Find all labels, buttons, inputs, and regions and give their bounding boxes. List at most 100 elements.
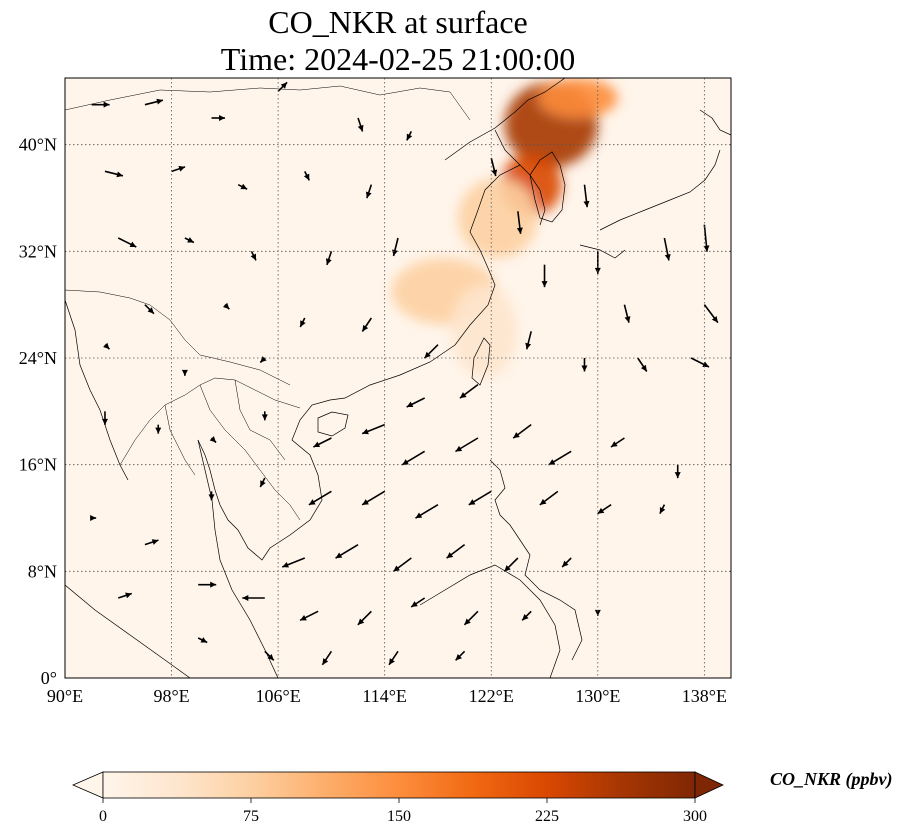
wind-arrow (490, 157, 498, 177)
wind-arrow (674, 464, 681, 479)
korea-peninsula (529, 151, 566, 223)
wind-arrow (392, 557, 412, 573)
wind-arrow (242, 595, 265, 601)
longitude-tick-label: 138°E (682, 686, 727, 706)
co-concentration-layer (391, 78, 618, 379)
bay-of-bengal-coast (65, 299, 129, 481)
country-borders (65, 85, 471, 521)
malay-peninsula-sumatra (65, 439, 279, 678)
wind-arrow (335, 543, 359, 559)
wind-arrow (539, 490, 559, 506)
wind-arrow (516, 211, 523, 234)
wind-arrow (198, 581, 217, 588)
wind-arrow (144, 98, 164, 106)
colorbar-extend-low (71, 771, 104, 799)
wind-arrow (357, 117, 364, 132)
colorbar-bar (102, 771, 696, 799)
wind-arrow (237, 183, 248, 190)
wind-arrow (659, 504, 666, 515)
wind-arrow (541, 264, 548, 288)
colorbar-tick-label: 300 (683, 808, 707, 825)
wind-arrow (690, 357, 710, 368)
wind-arrow (155, 424, 162, 434)
wind-arrow (361, 423, 385, 435)
wind-arrow (299, 317, 306, 328)
longitude-tick-label: 98°E (153, 686, 189, 706)
wind-arrow (365, 184, 373, 199)
colorbar-extend-high (694, 771, 724, 799)
latitude-tick-label: 8°N (28, 561, 57, 581)
map-frame (64, 77, 732, 679)
wind-arrow (313, 437, 332, 448)
country-border-layer (65, 85, 471, 521)
longitude-tick-label: 114°E (362, 686, 407, 706)
wind-arrow (261, 411, 268, 421)
latitude-tick-label: 32°N (19, 241, 57, 261)
wind-arrow (468, 490, 492, 506)
northeast-plume (537, 78, 618, 118)
colorbar-tick-label: 75 (243, 808, 259, 825)
colorbar-title: CO_NKR (ppbv) (770, 769, 893, 789)
wind-arrow (308, 490, 332, 506)
latitude-tick-label: 0° (41, 668, 57, 688)
wind-arrow (361, 317, 373, 332)
wind-arrow (171, 165, 186, 173)
wind-arrow (101, 411, 108, 425)
colorbar-ticks: 0 75 150 225 300 (99, 798, 707, 825)
wind-arrow (118, 592, 133, 599)
wind-arrow (583, 184, 590, 208)
wind-arrow (211, 115, 226, 121)
wind-arrow (455, 437, 479, 453)
wind-arrow (423, 344, 439, 359)
wind-arrow (181, 369, 188, 376)
wind-arrow (597, 504, 612, 515)
wind-arrow (303, 170, 310, 181)
wind-arrow (581, 358, 588, 372)
wind-arrow (277, 81, 288, 92)
wind-arrow (561, 557, 572, 568)
latitude-tick-label: 24°N (19, 348, 57, 368)
wind-arrow (144, 304, 155, 315)
longitude-tick-label: 122°E (469, 686, 514, 706)
wind-arrow (525, 331, 532, 350)
longitude-tick-label: 90°E (47, 686, 83, 706)
wind-arrow (406, 397, 425, 408)
wind-arrow (446, 544, 466, 559)
wind-arrow (264, 650, 275, 661)
wind-arrow (208, 491, 215, 501)
longitude-tick-label: 130°E (575, 686, 620, 706)
wind-arrow (357, 610, 372, 626)
wind-arrow (325, 251, 333, 266)
wind-arrow (281, 557, 306, 568)
plot-title-line-2: Time: 2024-02-25 21:00:00 (220, 41, 576, 77)
wind-arrow (321, 650, 333, 666)
wind-arrow (401, 450, 426, 466)
wind-arrow (184, 237, 195, 244)
borneo-coast (419, 564, 561, 678)
hainan-island (317, 411, 349, 437)
wind-arrow (91, 101, 110, 108)
wind-arrow (388, 650, 399, 666)
wind-arrow (103, 342, 111, 350)
wind-arrow (455, 650, 466, 661)
latitude-tick-label: 16°N (19, 455, 57, 475)
wind-arrow (144, 539, 159, 546)
wind-arrow (459, 384, 479, 399)
japan-islands (579, 109, 731, 259)
wind-arrow (209, 436, 217, 444)
colorbar-tick-label: 225 (535, 808, 559, 825)
wind-arrow (663, 237, 671, 261)
wind-arrow (299, 610, 319, 622)
wind-arrow (406, 130, 413, 141)
colorbar: 0 75 150 225 300 (71, 771, 724, 825)
philippines-islands (489, 459, 583, 661)
wind-arrow (90, 515, 97, 521)
wind-arrow (361, 490, 386, 506)
wind-arrow (250, 250, 257, 261)
colorbar-tick-label: 0 (99, 808, 107, 825)
axis-tick-layer: 90°E 98°E 106°E 114°E 122°E 130°E 138°E 0° 8°N 16… (19, 135, 727, 706)
wind-arrow (117, 237, 137, 248)
wind-arrow (623, 304, 631, 323)
wind-arrow (104, 170, 124, 178)
plot-title-line-1: CO_NKR at surface (268, 4, 528, 40)
